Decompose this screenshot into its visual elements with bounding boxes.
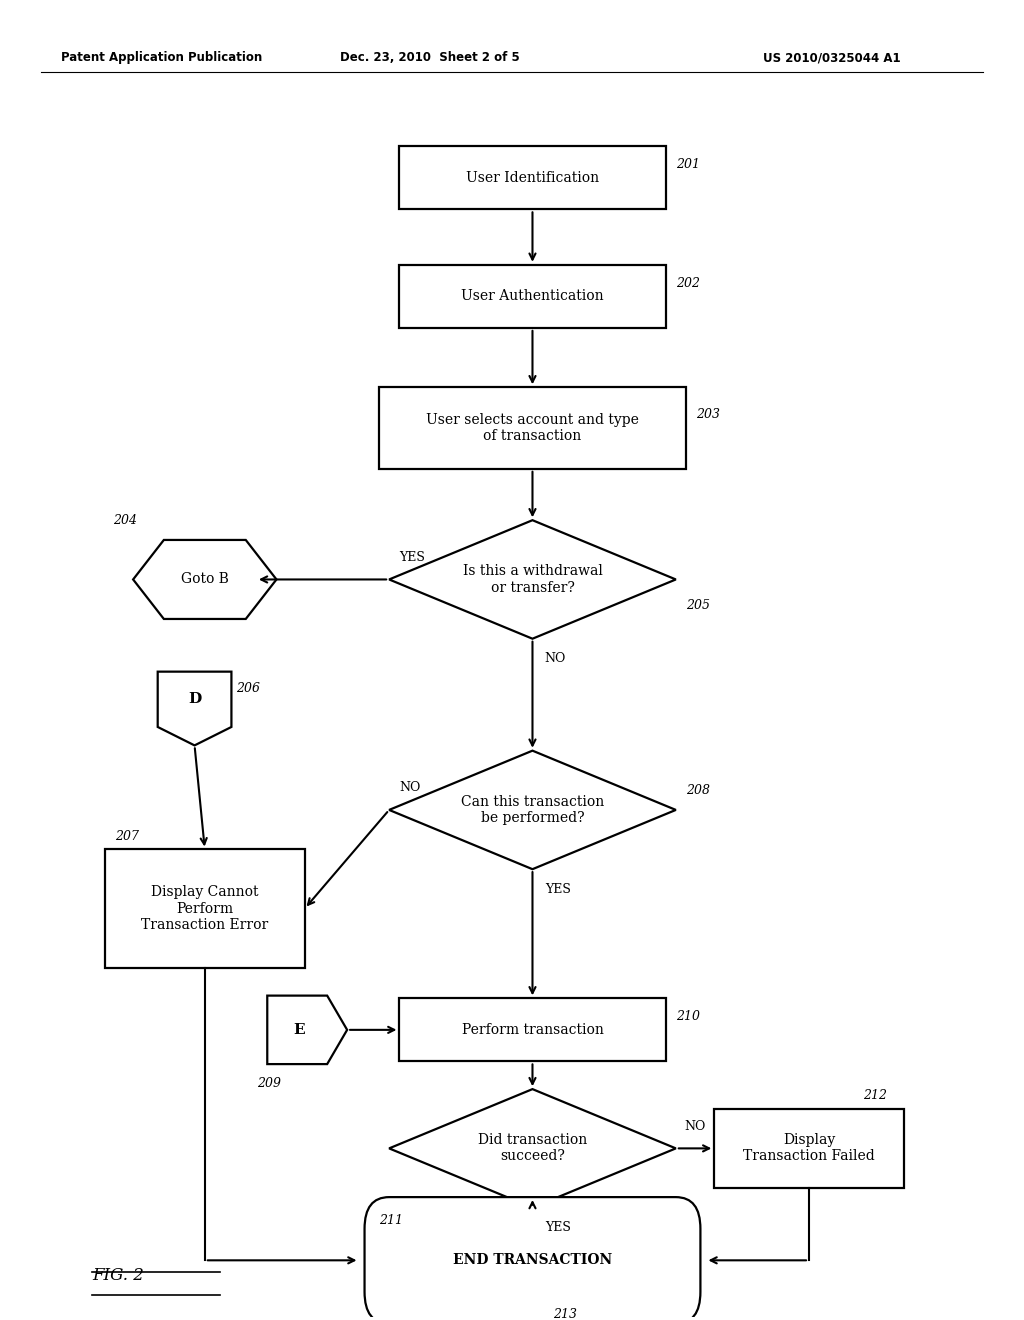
Text: 201: 201 [676,158,699,172]
Text: User Authentication: User Authentication [461,289,604,304]
Text: YES: YES [545,883,570,896]
Text: Dec. 23, 2010  Sheet 2 of 5: Dec. 23, 2010 Sheet 2 of 5 [340,51,520,65]
Text: Goto B: Goto B [181,573,228,586]
Polygon shape [389,751,676,869]
Text: Patent Application Publication: Patent Application Publication [61,51,263,65]
Text: Is this a withdrawal
or transfer?: Is this a withdrawal or transfer? [463,565,602,594]
Text: NO: NO [684,1119,706,1133]
Text: END TRANSACTION: END TRANSACTION [453,1253,612,1267]
FancyBboxPatch shape [399,265,666,327]
Polygon shape [158,672,231,746]
Text: US 2010/0325044 A1: US 2010/0325044 A1 [764,51,901,65]
Text: 207: 207 [115,830,139,843]
FancyBboxPatch shape [365,1197,700,1320]
Text: NO: NO [545,652,566,665]
Text: Display
Transaction Failed: Display Transaction Failed [743,1134,874,1163]
Text: Display Cannot
Perform
Transaction Error: Display Cannot Perform Transaction Error [141,886,268,932]
Text: NO: NO [399,781,421,795]
FancyBboxPatch shape [399,998,666,1061]
Text: 204: 204 [113,513,136,527]
Text: 213: 213 [553,1308,577,1320]
Text: User selects account and type
of transaction: User selects account and type of transac… [426,413,639,444]
Text: 202: 202 [676,277,699,289]
Text: 210: 210 [676,1010,699,1023]
Text: YES: YES [399,550,425,564]
Text: YES: YES [545,1221,570,1234]
Text: Perform transaction: Perform transaction [462,1023,603,1036]
Text: Can this transaction
be performed?: Can this transaction be performed? [461,795,604,825]
Text: FIG. 2: FIG. 2 [92,1267,144,1284]
Polygon shape [389,1089,676,1208]
Polygon shape [133,540,276,619]
Text: D: D [188,692,201,706]
Text: 211: 211 [379,1214,402,1228]
Text: User Identification: User Identification [466,170,599,185]
Text: E: E [294,1023,305,1036]
FancyBboxPatch shape [379,387,686,469]
Text: 209: 209 [257,1077,281,1090]
Text: 203: 203 [696,408,720,421]
FancyBboxPatch shape [105,850,305,968]
FancyBboxPatch shape [399,147,666,210]
Polygon shape [389,520,676,639]
Text: 212: 212 [862,1089,887,1102]
Text: 205: 205 [686,599,710,612]
Text: Did transaction
succeed?: Did transaction succeed? [478,1134,587,1163]
Text: 208: 208 [686,784,710,797]
Text: 206: 206 [237,682,260,696]
Polygon shape [267,995,347,1064]
FancyBboxPatch shape [715,1109,904,1188]
